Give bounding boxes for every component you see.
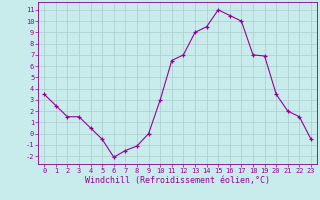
X-axis label: Windchill (Refroidissement éolien,°C): Windchill (Refroidissement éolien,°C) (85, 176, 270, 185)
